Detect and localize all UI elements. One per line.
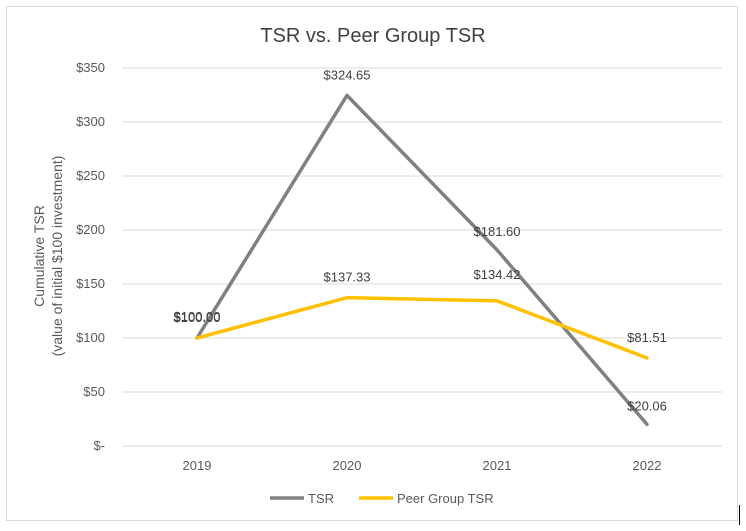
legend-label: TSR	[308, 491, 334, 506]
y-tick-label: $50	[83, 384, 105, 399]
x-tick-label: 2022	[633, 458, 662, 473]
data-label: $134.42	[474, 267, 521, 282]
y-tick-label: $300	[76, 114, 105, 129]
gridlines	[122, 67, 722, 447]
x-tick-label: 2019	[183, 458, 212, 473]
window-edge-mark	[739, 505, 740, 525]
y-tick-label: $-	[93, 438, 105, 453]
x-axis-ticks: 2019 2020 2021 2022	[183, 458, 662, 473]
data-label: $81.51	[627, 330, 667, 345]
y-axis-ticks: $- $50 $100 $150 $200 $250 $300 $350	[76, 60, 105, 453]
legend: TSR Peer Group TSR	[270, 491, 494, 506]
y-tick-label: $200	[76, 222, 105, 237]
y-tick-label: $100	[76, 330, 105, 345]
series-line-peer-group-tsr	[195, 295, 649, 360]
y-tick-label: $250	[76, 168, 105, 183]
chart-area	[6, 6, 738, 521]
series-line-tsr	[195, 93, 649, 427]
y-axis-title-line1: Cumulative TSR	[31, 205, 47, 307]
chart-title: TSR vs. Peer Group TSR	[260, 25, 485, 47]
data-labels: $100.00$324.65$181.60$20.06$100.00$137.3…	[174, 67, 667, 413]
series-lines	[195, 93, 649, 427]
x-tick-label: 2021	[483, 458, 512, 473]
data-label: $137.33	[324, 270, 371, 285]
y-axis-title: Cumulative TSR (value of initial $100 in…	[31, 156, 65, 357]
y-tick-label: $150	[76, 276, 105, 291]
data-label: $324.65	[324, 67, 371, 82]
y-axis-title-line2: (value of initial $100 investment)	[49, 156, 65, 357]
data-label: $181.60	[474, 224, 521, 239]
x-tick-label: 2020	[333, 458, 362, 473]
y-tick-label: $350	[76, 60, 105, 75]
data-label: $100.00	[174, 309, 221, 324]
data-label: $20.06	[627, 398, 667, 413]
data-label: $100.00	[174, 310, 221, 325]
legend-label: Peer Group TSR	[397, 491, 494, 506]
